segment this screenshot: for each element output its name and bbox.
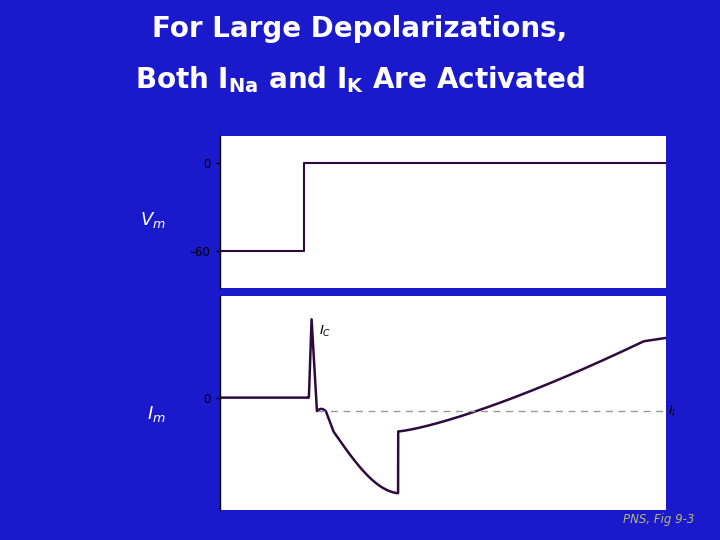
Text: PNS, Fig 9-3: PNS, Fig 9-3 [624,514,695,526]
Text: Both $\mathregular{I_{Na}}$ and $\mathregular{I_{K}}$ Are Activated: Both $\mathregular{I_{Na}}$ and $\mathre… [135,65,585,96]
Text: For Large Depolarizations,: For Large Depolarizations, [153,15,567,43]
Text: $I_C$: $I_C$ [319,325,331,340]
Text: $V_m$: $V_m$ [140,210,166,230]
Text: $I_m$: $I_m$ [147,404,166,424]
Text: $I_l$: $I_l$ [668,403,677,418]
